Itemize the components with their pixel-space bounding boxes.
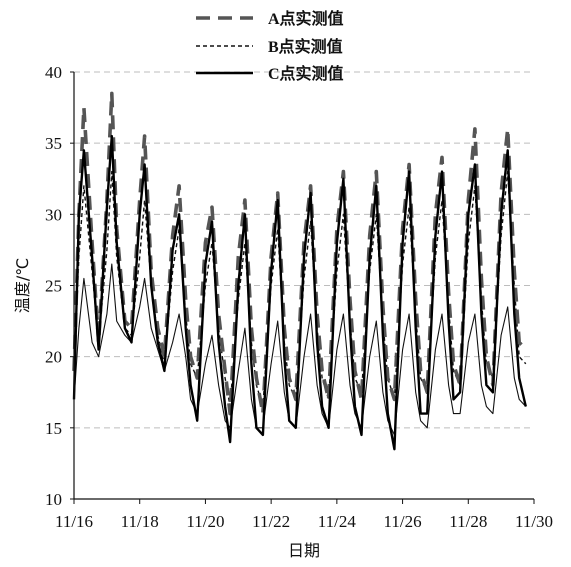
series-lines	[72, 91, 528, 451]
y-tick-label: 20	[45, 348, 62, 367]
x-tick-label: 11/28	[449, 512, 487, 531]
y-tick-label: 30	[45, 205, 62, 224]
x-tick-label: 11/20	[186, 512, 224, 531]
legend-label-b: B点实测值	[268, 37, 343, 56]
x-tick-labels: 11/16 11/18 11/20 11/22 11/24 11/26 11/28 11/30	[55, 499, 553, 531]
y-tick-label: 15	[45, 419, 62, 438]
x-axis-title: 日期	[288, 541, 320, 560]
x-tick-label: 11/26	[384, 512, 422, 531]
legend-label-c: C点实测值	[268, 64, 344, 83]
x-tick-label: 11/18	[121, 512, 159, 531]
y-tick-label: 10	[45, 490, 62, 509]
x-tick-label: 11/24	[318, 512, 357, 531]
series-line-C点实测值	[72, 134, 527, 451]
y-axis-title: 温度/℃	[13, 258, 32, 313]
legend: A点实测值 B点实测值 C点实测值	[196, 9, 344, 83]
x-tick-label: 11/30	[515, 512, 553, 531]
x-tick-label: 11/16	[55, 512, 93, 531]
y-tick-label: 25	[45, 277, 62, 296]
series-line-unlabeled	[73, 263, 527, 436]
legend-label-a: A点实测值	[268, 9, 344, 28]
y-tick-label: 35	[45, 134, 62, 153]
x-tick-label: 11/22	[252, 512, 290, 531]
y-tick-label: 40	[45, 63, 62, 82]
y-tick-labels: 10 15 20 25 30 35 40	[45, 63, 74, 509]
